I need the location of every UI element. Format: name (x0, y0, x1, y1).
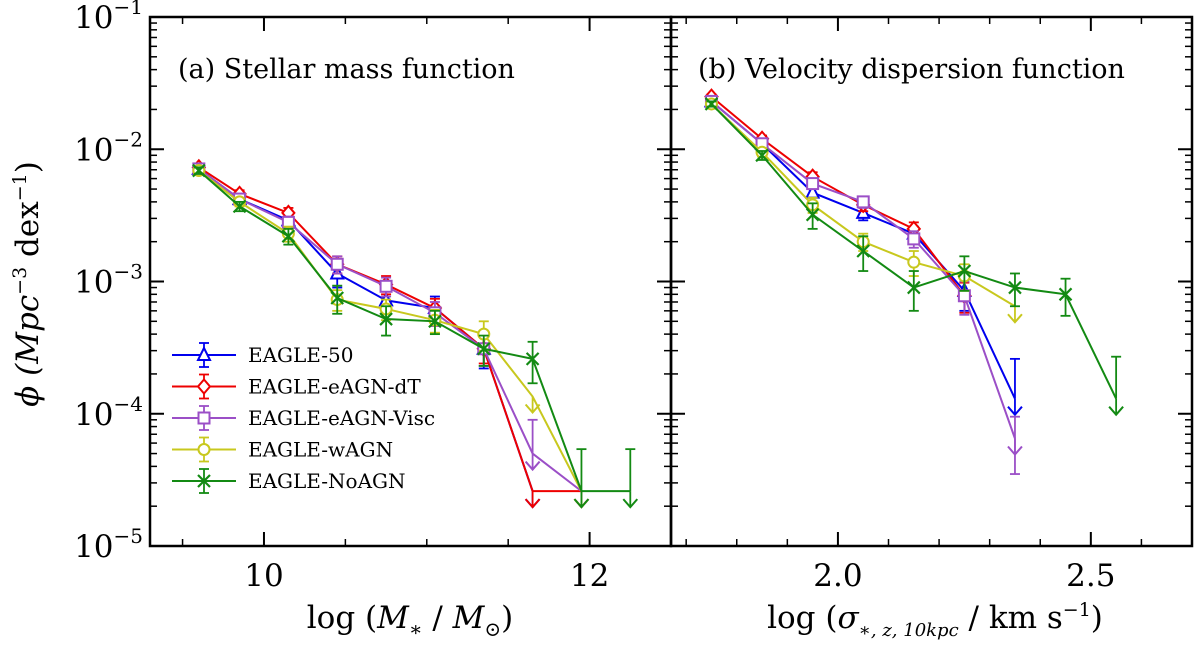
square-marker (907, 232, 921, 246)
series-line (710, 95, 966, 297)
x-tick-label: 12 (570, 558, 609, 594)
panel-velocity-dispersion-function: (b) Velocity dispersion function 2.0 2.5 … (669, 15, 1194, 641)
panel-stellar-mass-function: (a) Stellar mass function 10 12 log (M∗ /… (148, 15, 673, 641)
upper-limit-arrowhead (1007, 406, 1023, 417)
x-tick-labels-a: 10 12 (244, 558, 609, 594)
upper-limit-arrowhead (1007, 313, 1023, 324)
series-eagle-eagn-dt (704, 88, 972, 314)
legend-label: EAGLE-NoAGN (248, 469, 406, 493)
x-marker (330, 291, 345, 305)
legend: EAGLE-50 EAGLE-eAGN-dT EAGLE-eAGN-Visc EAGL… (172, 342, 435, 494)
square-marker (197, 411, 211, 425)
axes-a-ticks (150, 16, 672, 547)
axes-a-frame (148, 15, 673, 548)
legend-entry: EAGLE-50 (172, 342, 353, 368)
upper-limit-arrowhead (524, 460, 541, 472)
y-tick-label: 10−3 (74, 260, 143, 301)
y-tick-label: 10−2 (74, 127, 143, 168)
upper-limit-arrowhead (573, 498, 590, 509)
circle-marker (197, 443, 211, 456)
y-tick-label: 10−1 (74, 0, 143, 36)
square-marker (957, 289, 971, 303)
x-marker (281, 229, 296, 243)
x-marker (525, 352, 540, 366)
square-marker (806, 177, 820, 191)
triangle-marker (196, 345, 212, 361)
panel-a-title: (a) Stellar mass function (178, 54, 515, 85)
x-marker (1058, 287, 1073, 302)
x-tick-label: 2.0 (813, 558, 862, 594)
x-tick-labels-b: 2.0 2.5 (813, 558, 1115, 594)
legend-entry: EAGLE-wAGN (172, 436, 393, 463)
upper-limit-arrowhead (1108, 406, 1124, 417)
x-axis-label-b: log (σ∗, z, 10kpc / km s−1) (767, 599, 1103, 641)
x-axis-label-a: log (M∗ / M⊙) (307, 600, 514, 641)
series-eagle-noagn (704, 97, 1124, 417)
upper-limit-arrowhead (1007, 445, 1023, 457)
plot-area-a (191, 158, 639, 509)
series-eagle-noagn (192, 163, 639, 509)
x-marker (197, 474, 211, 488)
upper-limit-arrowhead (524, 498, 541, 509)
x-marker (957, 264, 972, 278)
legend-label: EAGLE-eAGN-Visc (248, 406, 435, 430)
legend-entry: EAGLE-NoAGN (172, 468, 406, 494)
square-marker (856, 195, 870, 209)
upper-limit-arrowhead (622, 498, 639, 509)
x-tick-label: 10 (244, 558, 283, 594)
x-marker (476, 341, 491, 356)
plot-area-b (703, 88, 1124, 475)
legend-label: EAGLE-wAGN (248, 438, 393, 462)
legend-entry: EAGLE-eAGN-dT (172, 373, 421, 400)
x-marker (232, 199, 247, 214)
y-axis-label: ϕ (Mpc−3 dex−1) (9, 161, 46, 407)
x-marker (907, 280, 921, 295)
square-marker (330, 257, 344, 271)
y-tick-label: 10−5 (74, 524, 143, 565)
upper-limit-arrowhead (524, 403, 541, 415)
square-marker (379, 279, 393, 293)
legend-entry: EAGLE-eAGN-Visc (172, 405, 435, 431)
y-tick-labels: 10−1 10−2 10−3 10−4 10−5 (74, 0, 143, 565)
diamond-marker (196, 377, 212, 396)
x-marker (192, 163, 206, 178)
circle-marker (907, 255, 921, 269)
series-line (198, 169, 631, 493)
x-tick-label: 2.5 (1066, 558, 1115, 594)
x-marker (856, 244, 870, 258)
x-marker (704, 97, 719, 111)
legend-label: EAGLE-eAGN-dT (248, 375, 421, 399)
series-eagle-eagn-visc (704, 94, 1023, 475)
axes-b-frame (669, 15, 1194, 548)
x-marker (805, 207, 820, 222)
y-tick-label: 10−4 (74, 392, 143, 433)
x-marker (1008, 280, 1022, 295)
x-marker (379, 312, 393, 326)
legend-label: EAGLE-50 (248, 343, 353, 367)
x-marker (755, 148, 769, 163)
panel-b-title: (b) Velocity dispersion function (698, 54, 1125, 85)
x-marker (428, 314, 442, 329)
